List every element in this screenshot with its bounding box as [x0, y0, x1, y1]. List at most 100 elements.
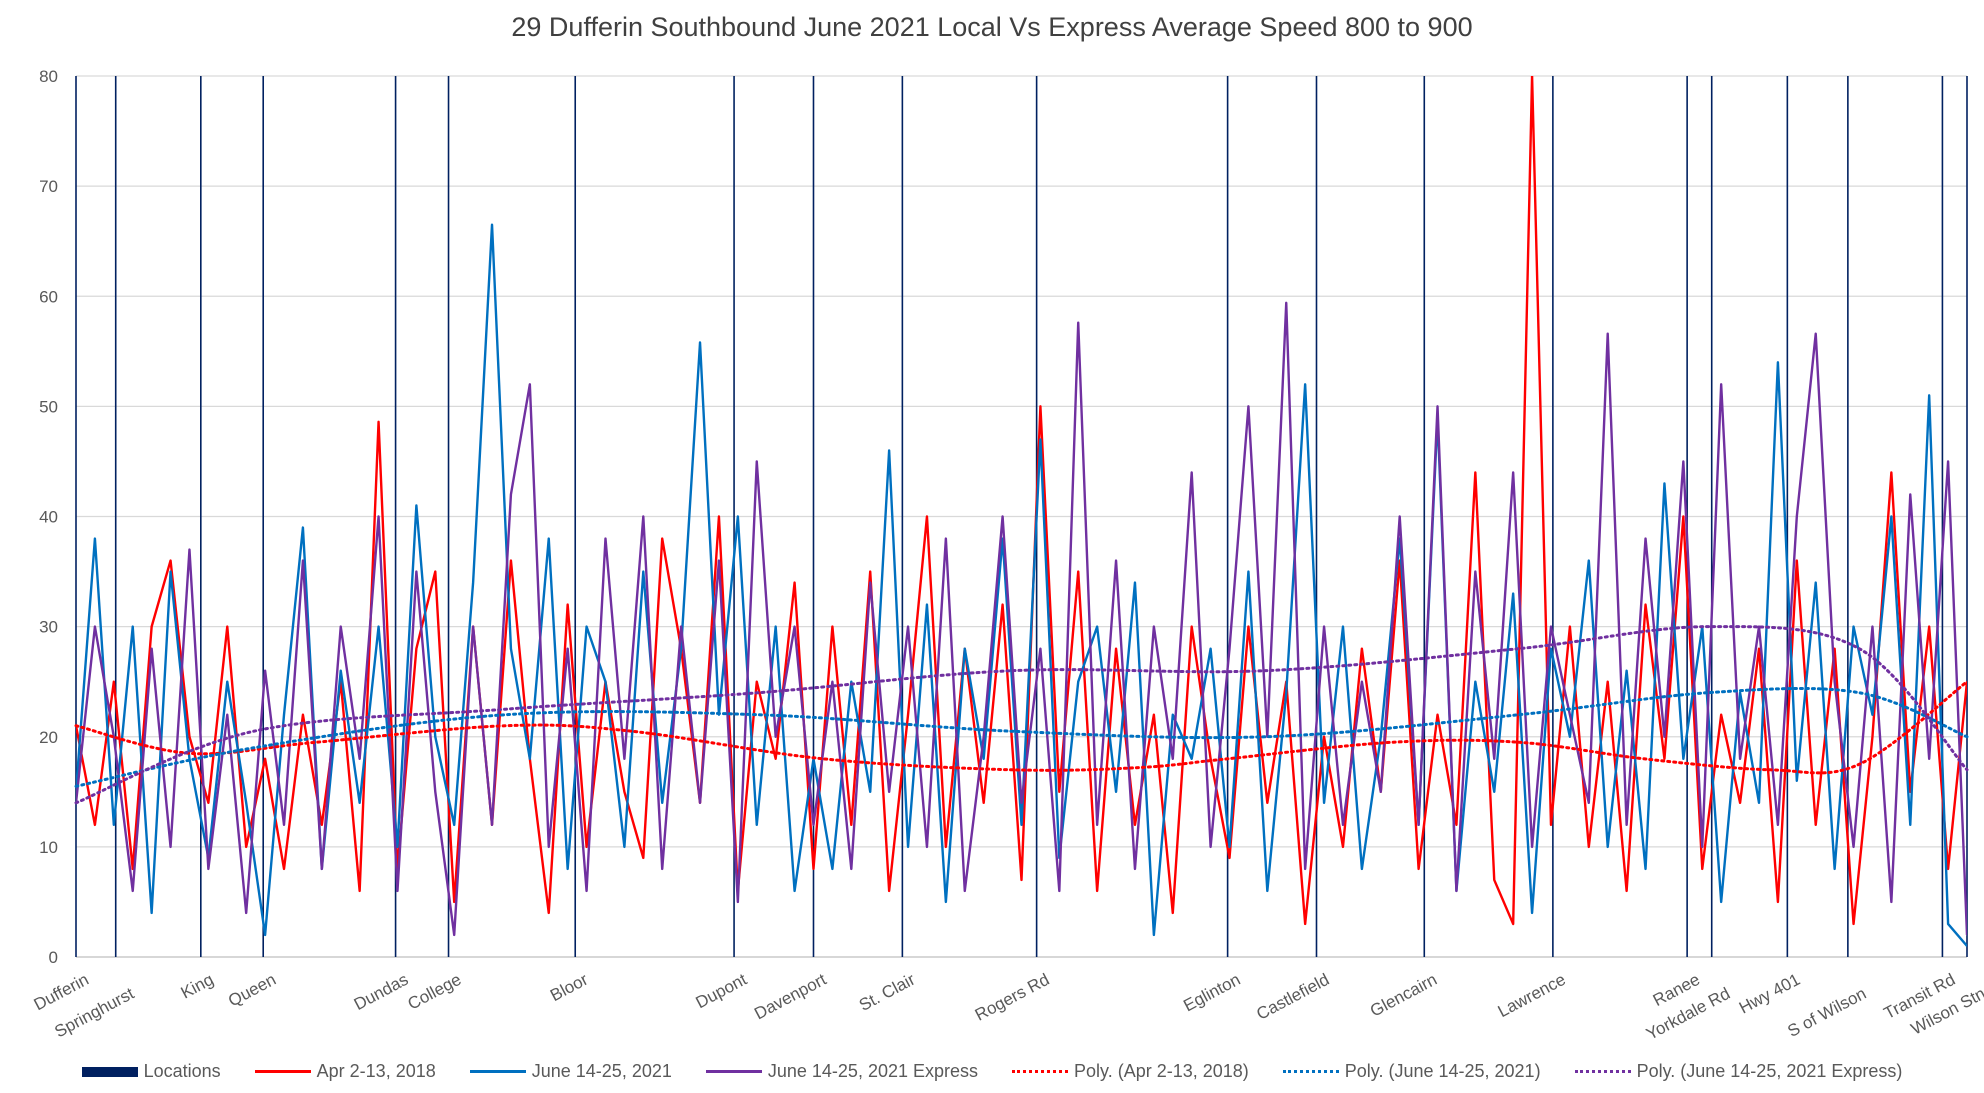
data-point [623, 757, 626, 760]
x-tick-label: College [405, 970, 465, 1014]
data-point [1342, 625, 1344, 628]
data-point [1569, 625, 1571, 628]
data-point [1096, 625, 1098, 628]
data-point [718, 559, 720, 562]
data-point [755, 460, 758, 463]
x-tick-label: Bloor [547, 970, 591, 1006]
legend-swatch [469, 1070, 526, 1073]
data-point [1606, 846, 1609, 848]
data-point [661, 537, 664, 540]
data-point [1663, 757, 1666, 760]
y-tick-label: 50 [39, 397, 58, 416]
data-point [945, 537, 947, 540]
y-tick-label: 60 [39, 287, 58, 306]
data-point [623, 791, 626, 793]
data-point [1115, 559, 1117, 562]
data-point [1852, 625, 1855, 628]
data-point [169, 570, 172, 573]
legend: Locations Apr 2-13, 2018 June 14-25, 202… [0, 1061, 1984, 1082]
x-tick-label: Dundas [351, 970, 412, 1014]
data-point [907, 846, 909, 848]
data-point [1663, 735, 1666, 738]
series-line-1 [76, 223, 1967, 947]
legend-swatch [705, 1070, 762, 1073]
data-point [283, 824, 285, 826]
data-point [1909, 824, 1912, 826]
data-point [1512, 923, 1514, 925]
data-point [812, 868, 815, 870]
data-point [1171, 912, 1174, 914]
data-point [94, 824, 96, 826]
data-point [1947, 868, 1949, 870]
data-point [1720, 383, 1722, 386]
data-point [1531, 76, 1533, 77]
data-point [377, 420, 380, 423]
data-point [1625, 824, 1628, 826]
data-point [1606, 332, 1609, 335]
data-point [302, 559, 304, 562]
data-point [1039, 438, 1042, 441]
data-point [907, 713, 909, 716]
data-point [1171, 713, 1174, 716]
legend-item-locations: Locations [81, 1061, 221, 1082]
data-point [1814, 332, 1817, 335]
x-tick-label: Queen [225, 970, 279, 1011]
data-point [150, 647, 153, 650]
data-point [1342, 846, 1344, 848]
data-point [1020, 879, 1023, 881]
legend-label: Locations [143, 1061, 221, 1081]
data-point [623, 846, 626, 848]
x-tick-label: St. Clair [856, 970, 919, 1015]
data-point [1474, 471, 1477, 474]
data-point [113, 824, 115, 826]
data-point [793, 625, 796, 628]
data-point [1928, 394, 1930, 397]
data-point [1588, 846, 1590, 848]
data-point [1625, 890, 1628, 892]
data-point [1077, 321, 1080, 324]
data-point [339, 625, 342, 628]
data-point [453, 934, 456, 936]
data-point [1796, 780, 1798, 782]
data-point [1115, 647, 1117, 650]
legend-item-june-2021: June 14-25, 2021 [469, 1061, 672, 1082]
x-tick-label: Glencairn [1367, 970, 1440, 1021]
data-point [415, 647, 418, 650]
data-point [1796, 515, 1798, 518]
data-point [793, 890, 796, 892]
data-point [264, 934, 266, 936]
data-point [1285, 302, 1288, 304]
legend-label: June 14-25, 2021 Express [767, 1061, 979, 1081]
data-point [982, 757, 985, 760]
data-point [1153, 713, 1155, 716]
data-point [188, 735, 191, 738]
data-point [169, 846, 172, 848]
data-point [585, 846, 588, 848]
data-point [1342, 824, 1344, 826]
y-tick-label: 0 [49, 948, 58, 967]
data-point [1871, 625, 1874, 628]
data-point [434, 570, 437, 573]
legend-label: June 14-25, 2021 [531, 1061, 672, 1081]
legend-swatch [1574, 1070, 1631, 1073]
data-point [1474, 680, 1477, 683]
data-point [604, 680, 607, 683]
y-tick-label: 80 [39, 67, 58, 86]
data-point [453, 901, 456, 903]
data-point [699, 802, 701, 804]
y-tick-label: 40 [39, 508, 58, 527]
data-point [283, 868, 285, 870]
data-point [1077, 680, 1080, 683]
x-tick-label: Eglinton [1180, 970, 1243, 1016]
data-point [491, 223, 493, 226]
data-point [472, 581, 474, 584]
data-point [1304, 868, 1306, 870]
data-point [1890, 901, 1893, 903]
data-point [982, 802, 985, 804]
data-point [737, 901, 739, 903]
data-point [1852, 923, 1855, 925]
data-point [737, 515, 739, 518]
data-point [1323, 625, 1325, 628]
data-point [302, 526, 304, 529]
data-point [1361, 868, 1363, 870]
